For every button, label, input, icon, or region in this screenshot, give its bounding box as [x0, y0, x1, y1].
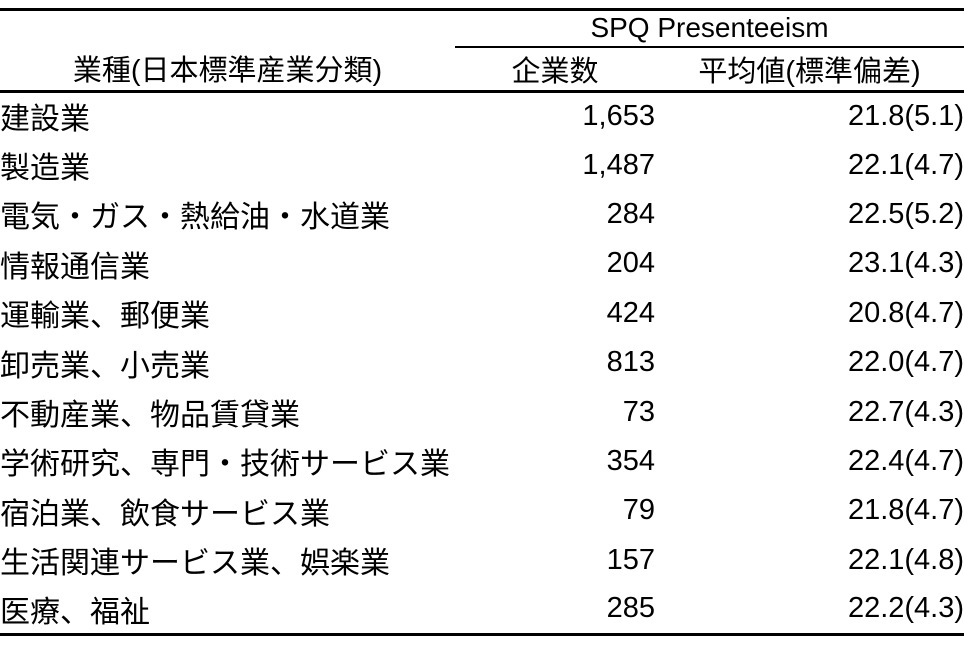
- industry-cell: 不動産業、物品賃貸業: [0, 399, 300, 433]
- spanner-empty-cell: [0, 10, 455, 47]
- mean-sd-cell: 22.4(4.7): [847, 444, 964, 477]
- industry-cell: 情報通信業: [0, 250, 150, 284]
- table-body: 建設業 1,653 21.8(5.1) 製造業 1,487 22.1(4.7) …: [0, 91, 964, 634]
- industry-presenteeism-table: SPQ Presenteeism 業種(日本標準産業分類) 企業数 平均値(標準…: [0, 8, 964, 636]
- table-row: 情報通信業 204 23.1(4.3): [0, 239, 964, 288]
- industry-cell: 宿泊業、飲食サービス業: [0, 497, 330, 531]
- companies-cell: 284: [606, 197, 655, 230]
- table-row: 生活関連サービス業、娯楽業 157 22.1(4.8): [0, 536, 964, 585]
- column-header-row: 業種(日本標準産業分類) 企業数 平均値(標準偏差): [0, 46, 964, 93]
- companies-cell: 73: [622, 395, 655, 428]
- spanner-row: SPQ Presenteeism: [0, 9, 964, 48]
- mean-sd-cell: 22.0(4.7): [847, 346, 964, 379]
- companies-cell: 1,487: [582, 148, 655, 181]
- companies-cell: 354: [606, 444, 655, 477]
- column-header-industry: 業種(日本標準産業分類): [0, 46, 455, 93]
- companies-cell: 424: [606, 296, 655, 329]
- industry-cell: 運輸業、郵便業: [0, 300, 210, 334]
- column-header-mean-sd: 平均値(標準偏差): [655, 46, 964, 93]
- companies-cell: 204: [606, 247, 655, 280]
- industry-cell: 医療、福祉: [0, 595, 150, 629]
- statistics-table-container: SPQ Presenteeism 業種(日本標準産業分類) 企業数 平均値(標準…: [0, 8, 964, 636]
- industry-cell: 卸売業、小売業: [0, 349, 210, 383]
- table-header: SPQ Presenteeism 業種(日本標準産業分類) 企業数 平均値(標準…: [0, 9, 964, 93]
- mean-sd-cell: 21.8(4.7): [847, 494, 964, 527]
- table-row: 電気・ガス・熱給油・水道業 284 22.5(5.2): [0, 190, 964, 239]
- table-row: 製造業 1,487 22.1(4.7): [0, 140, 964, 189]
- mean-sd-cell: 22.1(4.8): [847, 543, 964, 576]
- group-header-spq-presenteeism: SPQ Presenteeism: [455, 9, 964, 48]
- table-row: 医療、福祉 285 22.2(4.3): [0, 585, 964, 634]
- mean-sd-cell: 22.5(5.2): [847, 197, 964, 230]
- industry-cell: 学術研究、専門・技術サービス業: [0, 448, 450, 482]
- mean-sd-cell: 22.1(4.7): [847, 148, 964, 181]
- table-row: 学術研究、専門・技術サービス業 354 22.4(4.7): [0, 437, 964, 486]
- table-row: 不動産業、物品賃貸業 73 22.7(4.3): [0, 387, 964, 436]
- table-row: 宿泊業、飲食サービス業 79 21.8(4.7): [0, 486, 964, 535]
- companies-cell: 79: [622, 494, 655, 527]
- mean-sd-cell: 22.2(4.3): [847, 592, 964, 625]
- industry-cell: 製造業: [0, 152, 90, 186]
- table-row: 卸売業、小売業 813 22.0(4.7): [0, 338, 964, 387]
- industry-cell: 生活関連サービス業、娯楽業: [0, 547, 390, 581]
- mean-sd-cell: 22.7(4.3): [847, 395, 964, 428]
- table-row: 建設業 1,653 21.8(5.1): [0, 91, 964, 140]
- table-row: 運輸業、郵便業 424 20.8(4.7): [0, 289, 964, 338]
- companies-cell: 157: [606, 543, 655, 576]
- mean-sd-cell: 21.8(5.1): [847, 99, 964, 132]
- industry-cell: 建設業: [0, 103, 90, 137]
- mean-sd-cell: 20.8(4.7): [847, 296, 964, 329]
- mean-sd-cell: 23.1(4.3): [847, 247, 964, 280]
- companies-cell: 285: [606, 592, 655, 625]
- companies-cell: 1,653: [582, 99, 655, 132]
- industry-cell: 電気・ガス・熱給油・水道業: [0, 201, 390, 235]
- column-header-companies: 企業数: [455, 46, 655, 93]
- companies-cell: 813: [606, 346, 655, 379]
